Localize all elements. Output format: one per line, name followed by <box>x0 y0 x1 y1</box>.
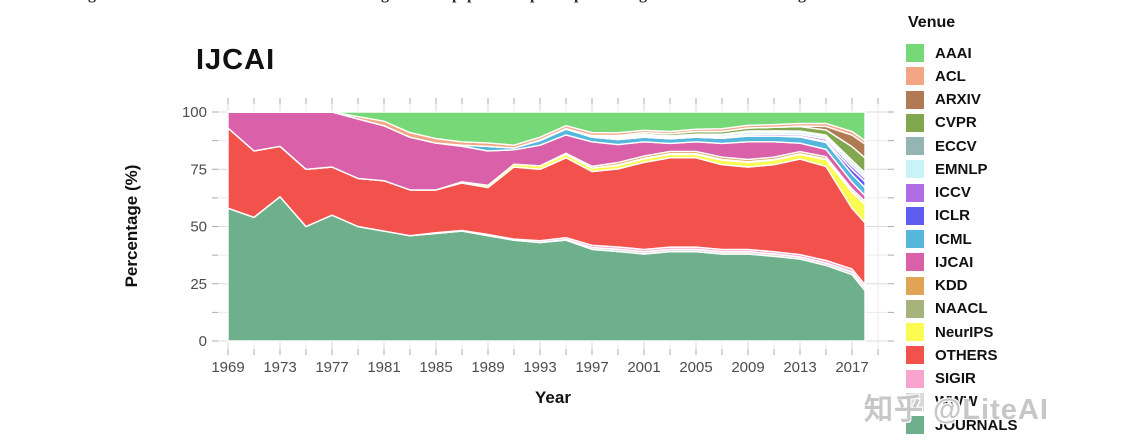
x-axis-title: Year <box>535 388 571 407</box>
x-tick-label: 2017 <box>835 359 868 376</box>
x-tick-label: 1969 <box>211 359 244 376</box>
legend-swatch-iccv <box>906 183 924 202</box>
stacked-areas <box>227 111 866 342</box>
y-tick-labels: 100 75 50 25 0 <box>182 104 207 350</box>
x-tick-label: 1985 <box>419 359 452 376</box>
y-tick-label: 25 <box>190 276 207 293</box>
legend-title: Venue <box>908 14 956 31</box>
legend-item-others: OTHERS <box>906 346 998 365</box>
legend-swatch-sigir <box>906 369 924 388</box>
legend-item-cvpr: CVPR <box>906 113 977 132</box>
legend-swatch-naacl <box>906 299 924 318</box>
legend-swatch-neurips <box>906 323 924 341</box>
legend-label: ICCV <box>935 184 971 201</box>
legend-item-arxiv: ARXIV <box>906 90 981 109</box>
legend-item-iccv: ICCV <box>906 183 971 202</box>
x-tick-label: 1977 <box>315 359 348 376</box>
x-tick-labels: 1969 1973 1977 1981 1985 1989 1993 1997 2001 2005… <box>211 359 868 376</box>
legend-label: ICLR <box>935 207 970 225</box>
caption-fragment: g <box>88 0 96 4</box>
legend-item-journals: JOURNALS <box>906 416 1018 434</box>
legend-item-ijcai: IJCAI <box>906 253 974 272</box>
y-axis-title: Percentage (%) <box>122 164 141 288</box>
legend-swatch-others <box>906 346 924 365</box>
legend-swatch-eccv <box>906 137 924 155</box>
legend-item-emnlp: EMNLP <box>906 160 988 179</box>
legend-item-aaai: AAAI <box>906 44 972 62</box>
x-tick-label: 1997 <box>575 359 608 376</box>
legend-swatch-arxiv <box>906 90 924 109</box>
legend-label: NeurIPS <box>935 323 994 341</box>
legend-label: ACL <box>935 67 966 85</box>
legend-label: IJCAI <box>935 253 974 271</box>
caption-fragment: p <box>452 0 461 4</box>
y-tick-label: 100 <box>182 104 207 121</box>
legend-item-eccv: ECCV <box>906 137 977 155</box>
legend-item-kdd: KDD <box>906 276 968 295</box>
x-tick-label: 2001 <box>627 359 660 376</box>
legend-label: JOURNALS <box>935 416 1018 434</box>
caption-fragment: p <box>467 0 476 4</box>
legend-label: OTHERS <box>935 346 998 364</box>
legend-swatch-emnlp <box>906 160 924 179</box>
x-tick-label: 1989 <box>471 359 504 376</box>
caption-fragment: g <box>381 0 389 4</box>
legend-swatch-cvpr <box>906 113 924 132</box>
legend-label: ARXIV <box>935 91 981 108</box>
legend-swatch-iclr <box>906 206 924 225</box>
legend-swatch-ijcai <box>906 253 924 272</box>
legend-label: SIGIR <box>935 370 976 387</box>
legend-label: ECCV <box>935 137 977 155</box>
legend-swatch-kdd <box>906 276 924 295</box>
x-tick-label: 2005 <box>679 359 712 376</box>
legend-label: NAACL <box>935 300 988 318</box>
caption-fragment: p <box>574 0 583 4</box>
y-tick-label: 0 <box>199 333 207 350</box>
x-tick-label: 2013 <box>783 359 816 376</box>
x-tick-label: 1993 <box>523 359 556 376</box>
watermark: 知乎 @LiteAI <box>864 394 1049 426</box>
area-aaai <box>227 111 866 146</box>
legend-item-acl: ACL <box>906 67 966 86</box>
caption-fragment: g <box>798 0 806 4</box>
y-tick-label: 75 <box>190 161 207 178</box>
legend-item-neurips: NeurIPS <box>906 323 993 341</box>
legend-swatch-www <box>906 392 924 411</box>
legend-swatch-acl <box>906 67 924 86</box>
caption-fragment: p <box>530 0 539 4</box>
legend-item-icml: ICML <box>906 230 972 248</box>
legend-item-iclr: ICLR <box>906 206 970 225</box>
legend-label: CVPR <box>935 114 977 132</box>
legend-label: ICML <box>935 230 972 248</box>
legend-item-www: WWW <box>906 392 978 411</box>
legend-swatch-icml <box>906 230 924 248</box>
legend-label: WWW <box>935 393 978 411</box>
y-tick-label: 50 <box>190 219 207 236</box>
legend-swatch-journals <box>906 416 924 434</box>
x-tick-label: 2009 <box>731 359 764 376</box>
legend-label: EMNLP <box>935 160 988 178</box>
legend-item-sigir: SIGIR <box>906 369 976 388</box>
caption-fragment: g <box>639 0 647 4</box>
axis-ticks <box>212 98 894 355</box>
cropped-caption-fragments: ggppppgg <box>0 0 1122 7</box>
x-tick-label: 1981 <box>367 359 400 376</box>
x-tick-label: 1973 <box>263 359 296 376</box>
legend: Venue AAAI ACL ARXIV CVPR ECCV EMNLP ICCV ICLR I… <box>906 14 1116 434</box>
legend-label: KDD <box>935 277 968 294</box>
chart-title: IJCAI <box>196 44 276 76</box>
legend-item-naacl: NAACL <box>906 299 988 318</box>
legend-swatch-aaai <box>906 44 924 62</box>
legend-label: AAAI <box>935 44 972 62</box>
